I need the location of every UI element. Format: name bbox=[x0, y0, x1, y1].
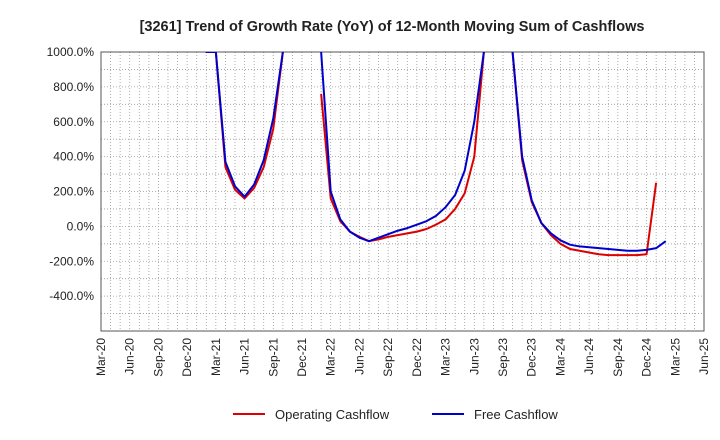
x-tick-label: Sep-21 bbox=[266, 338, 280, 377]
x-tick-label: Mar-21 bbox=[209, 338, 223, 376]
x-tick-label: Dec-24 bbox=[640, 338, 654, 377]
chart-title: [3261] Trend of Growth Rate (YoY) of 12-… bbox=[140, 19, 645, 35]
x-tick-label: Jun-23 bbox=[467, 338, 481, 375]
x-tick-label: Sep-24 bbox=[611, 338, 625, 377]
x-tick-label: Dec-23 bbox=[525, 338, 539, 377]
x-tick-label: Dec-22 bbox=[410, 338, 424, 377]
y-tick-label: 200.0% bbox=[53, 185, 94, 199]
y-tick-label: -400.0% bbox=[49, 289, 94, 303]
plot-area bbox=[101, 52, 704, 331]
legend: Operating Cashflow Free Cashflow bbox=[233, 407, 558, 422]
x-tick-label: Sep-20 bbox=[151, 338, 165, 377]
x-tick-label: Mar-25 bbox=[668, 338, 682, 376]
plot-frame bbox=[100, 51, 705, 332]
x-tick-label: Jun-24 bbox=[582, 338, 596, 375]
x-tick-label: Sep-23 bbox=[496, 338, 510, 377]
legend-operating-cashflow-label: Operating Cashflow bbox=[275, 407, 390, 422]
x-tick-label: Mar-23 bbox=[439, 338, 453, 376]
series-layer bbox=[205, 52, 667, 257]
x-tick-label: Mar-20 bbox=[94, 338, 108, 376]
x-tick-label: Jun-25 bbox=[697, 338, 711, 375]
axis-layer: 1000.0% 800.0% 600.0% 400.0% 200.0% 0.0% -200.… bbox=[47, 45, 711, 377]
x-tick-label: Sep-22 bbox=[381, 338, 395, 377]
y-tick-label: 400.0% bbox=[53, 150, 94, 164]
x-tick-label: Jun-22 bbox=[352, 338, 366, 375]
x-tick-label: Mar-24 bbox=[553, 338, 567, 376]
y-tick-label: -200.0% bbox=[49, 254, 94, 268]
y-tick-label: 0.0% bbox=[67, 219, 95, 233]
x-tick-label: Jun-21 bbox=[238, 338, 252, 375]
y-tick-label: 800.0% bbox=[53, 80, 94, 94]
x-tick-label: Jun-20 bbox=[123, 338, 137, 375]
x-tick-label: Dec-21 bbox=[295, 338, 309, 377]
series-line-free-cashflow bbox=[205, 52, 667, 252]
x-tick-label: Dec-20 bbox=[180, 338, 194, 377]
y-tick-label: 600.0% bbox=[53, 115, 94, 129]
x-tick-label: Mar-22 bbox=[324, 338, 338, 376]
y-tick-label: 1000.0% bbox=[47, 45, 95, 59]
grid-layer bbox=[100, 51, 705, 332]
legend-free-cashflow-label: Free Cashflow bbox=[474, 407, 558, 422]
